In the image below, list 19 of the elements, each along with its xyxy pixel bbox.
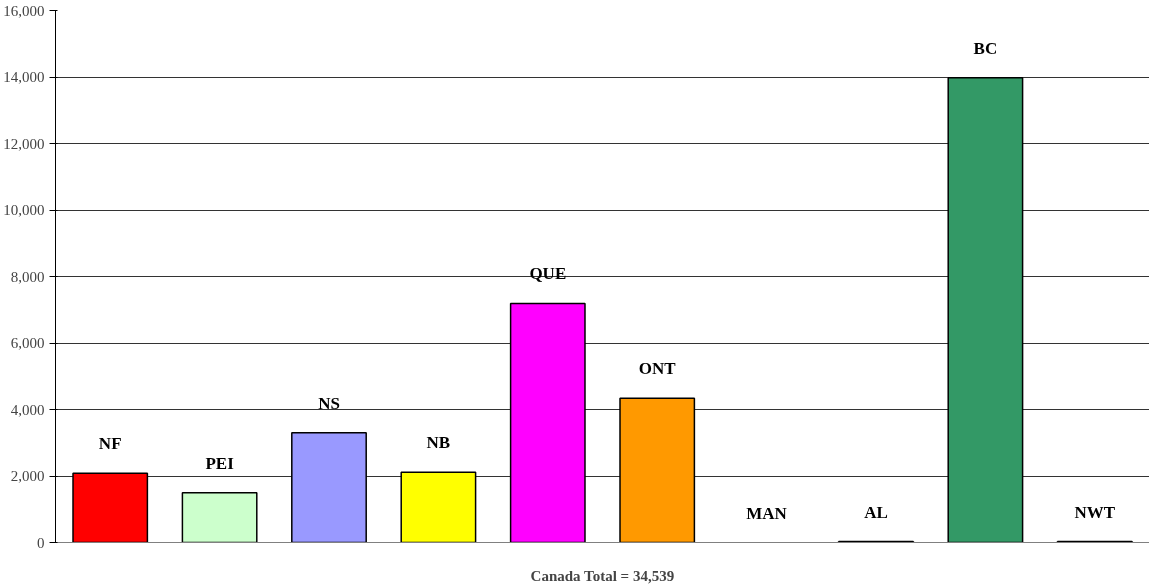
y-tick-label: 6,000 [10, 335, 45, 351]
y-tick-label: 4,000 [10, 401, 45, 418]
y-tick-label: 12,000 [3, 135, 45, 152]
x-axis-title: Canada Total = 34,539 [530, 567, 675, 584]
x-tick-label: NS [318, 393, 340, 413]
y-tick-label: 10,000 [3, 202, 45, 218]
x-tick-label: NWT [1074, 502, 1116, 522]
x-tick-label: ONT [638, 359, 677, 379]
x-tick-label: AL [864, 502, 888, 522]
x-tick-label: NF [98, 434, 122, 454]
x-tick-label: BC [973, 38, 998, 58]
y-tick-label: 0 [37, 534, 45, 551]
x-tick-label: PEI [205, 453, 235, 473]
y-tick-label: 16,000 [3, 2, 45, 19]
y-tick-label: 14,000 [3, 69, 45, 85]
y-tick-label: 2,000 [10, 468, 45, 484]
y-tick-label: 8,000 [10, 268, 45, 285]
x-tick-label: MAN [746, 503, 788, 523]
x-tick-label: NB [426, 433, 451, 453]
